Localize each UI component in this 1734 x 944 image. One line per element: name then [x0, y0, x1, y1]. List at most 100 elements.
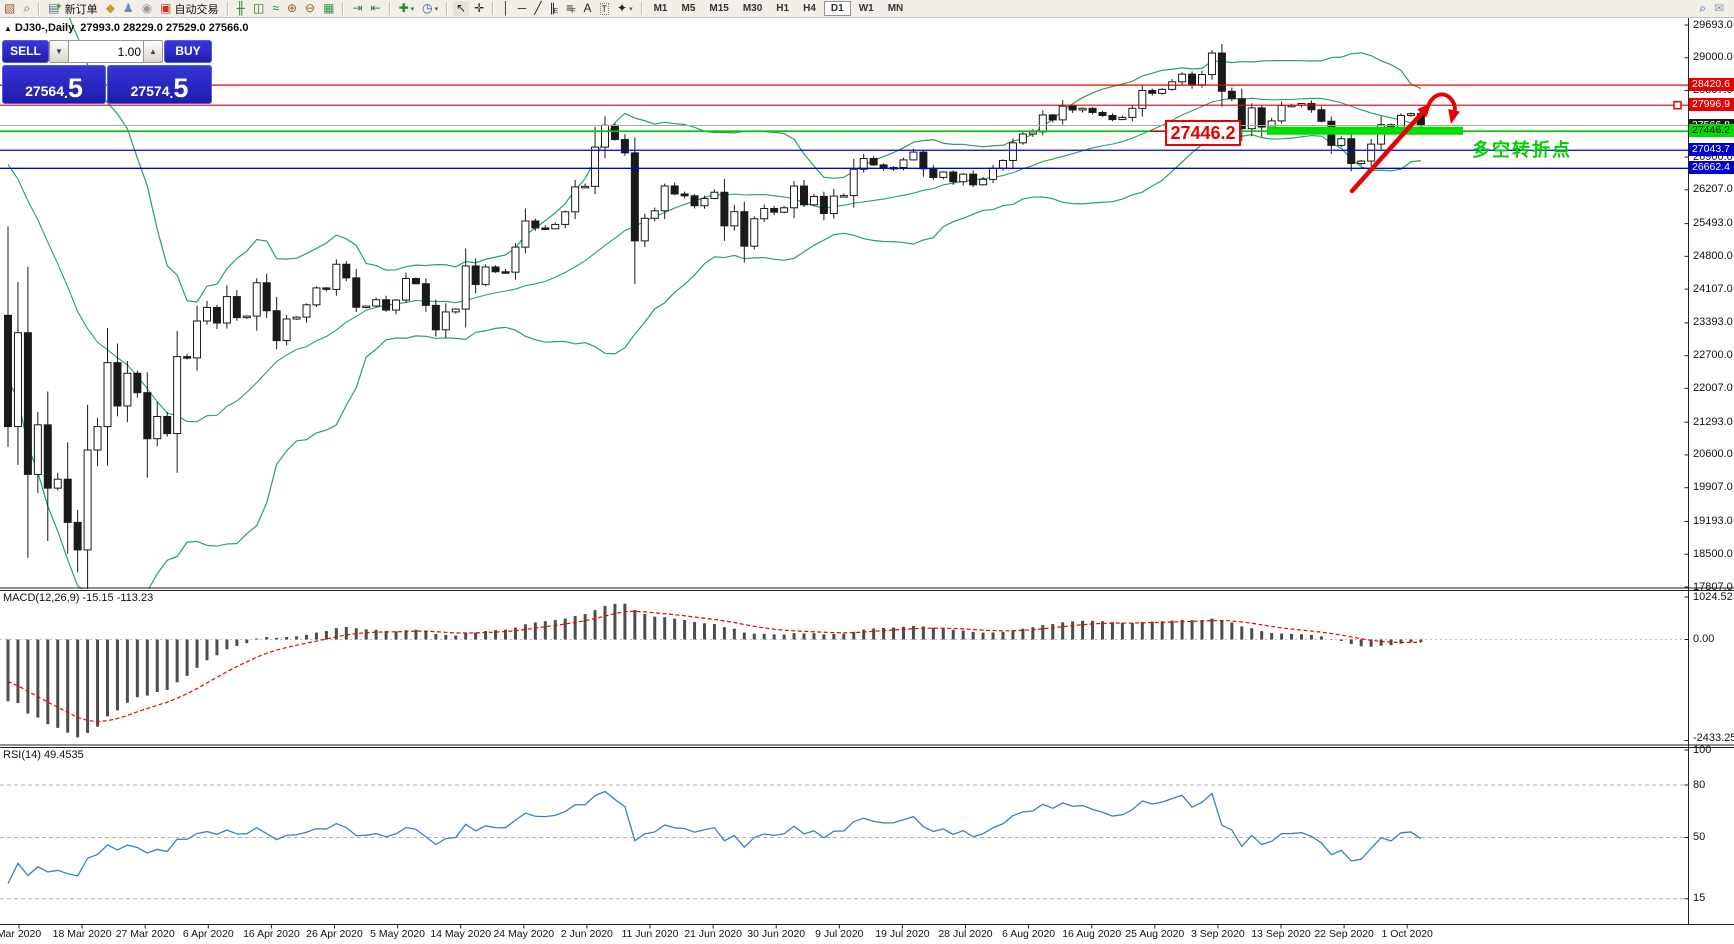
rsi-axis-level-label: 100	[1693, 743, 1712, 756]
price-axis-tick-label: 23393.0	[1693, 316, 1733, 329]
toolbar: ▧ ⌕ ▤ + 新订单 ◆ ♟ ◉ ▣ 自动交易 ╫ ◫ ≈ ⊕ ⊖ ▦ ⇥ ⇤ ✚ ▾ ◷ ▾ ↖ ✛ │ ─ ╱ ∥ E ≡ F A T ✦ ▾…	[0, 0, 1734, 18]
text-icon[interactable]: A	[583, 1, 592, 15]
vertical-line-icon[interactable]: │	[502, 1, 510, 15]
chart-symbol-period: DJ30-,Daily	[14, 22, 75, 34]
price-axis-tick-label: 29000.0	[1693, 51, 1733, 64]
sell-button[interactable]: SELL	[2, 40, 49, 63]
volume-decrease-button[interactable]: ▼	[49, 40, 69, 63]
price-axis-tick-label: 19193.0	[1693, 514, 1733, 527]
volume-input[interactable]	[68, 40, 147, 63]
date-axis-label: 14 May 2020	[430, 928, 492, 940]
toolbar-right-group: ⌕ ✉	[1695, 1, 1734, 16]
buy-button[interactable]: BUY	[164, 40, 212, 63]
date-axis-label: 6 Apr 2020	[182, 928, 234, 940]
zoom-out-icon[interactable]: ⊖	[305, 1, 316, 15]
chart-ohlc-values: 27993.0 28229.0 27529.0 27566.0	[80, 22, 249, 34]
toolbar-separator	[446, 2, 449, 15]
volume-increase-button[interactable]: ▲	[143, 40, 163, 63]
toolbar-separator	[38, 2, 41, 15]
date-axis-label: 13 Sep 2020	[1251, 928, 1311, 940]
ask-price-panel[interactable]: 27574. 5	[107, 65, 212, 104]
macd-indicator-label: MACD(12,26,9) -15.15 -113.23	[3, 592, 154, 604]
macd-axis-min-label: -2433.25	[1693, 732, 1734, 745]
date-axis-label: 11 Jun 2020	[621, 928, 679, 940]
toolbar-separator	[388, 2, 391, 15]
date-axis-label: Mar 2020	[0, 928, 42, 940]
price-axis-tick-label: 29693.0	[1693, 18, 1733, 31]
date-axis-label: 21 Jun 2020	[684, 928, 742, 940]
date-axis-label: 5 May 2020	[370, 928, 426, 940]
auto-scroll-icon[interactable]: ⇥	[352, 1, 363, 15]
trendline-icon[interactable]: ╱	[534, 1, 542, 15]
timeframe-button-mn[interactable]: MN	[887, 3, 904, 14]
text-label-icon[interactable]: T	[599, 2, 609, 15]
signals-icon[interactable]: ◉	[141, 1, 153, 15]
timeframe-button-w1[interactable]: W1	[858, 3, 874, 14]
ohlc-bars-icon[interactable]: ╫	[236, 1, 246, 15]
timeframe-button-m15[interactable]: M15	[709, 3, 729, 14]
timeframe-button-h4[interactable]: H4	[803, 3, 816, 14]
toolbar-separator	[492, 2, 495, 15]
fibonacci-icon[interactable]: ≡ F	[566, 1, 576, 15]
bid-price-panel[interactable]: 27564. 5	[2, 65, 106, 104]
date-axis-label: 26 Apr 2020	[306, 928, 363, 940]
new-chart-icon[interactable]: ▧	[4, 1, 16, 15]
timeframe-button-m30[interactable]: M30	[742, 3, 763, 14]
timeframe-button-m5[interactable]: M5	[681, 3, 696, 14]
price-axis-tick-label: 25493.0	[1693, 217, 1733, 230]
toolbar-separator	[226, 2, 229, 15]
date-axis-label: 25 Aug 2020	[1125, 928, 1185, 940]
date-axis-label: 1 Oct 2020	[1381, 928, 1433, 940]
arrows-icon[interactable]: ✦ ▾	[617, 1, 633, 15]
price-axis-tick-label: 22007.0	[1693, 381, 1733, 394]
date-axis-label: 16 Apr 2020	[243, 928, 300, 940]
timeframe-button-h1[interactable]: H1	[776, 3, 790, 14]
new-order-button[interactable]: ▤ + 新订单	[48, 0, 98, 16]
equidistant-channel-icon[interactable]: ∥ E	[549, 1, 559, 15]
date-axis-label: 16 Aug 2020	[1062, 928, 1122, 940]
timeframe-button-d1[interactable]: D1	[823, 1, 851, 16]
rsi-axis-level-label: 50	[1693, 831, 1706, 843]
date-axis-label: 6 Aug 2020	[1002, 928, 1056, 940]
zoom-in-icon[interactable]: ⊕	[286, 1, 298, 15]
chart-preview-icon[interactable]: ⌕	[23, 1, 31, 15]
chart-title-marker: ▲	[4, 24, 12, 33]
ask-price-fraction: 5	[173, 73, 189, 103]
search-icon[interactable]: ⌕	[1699, 1, 1706, 15]
date-axis-label: 28 Jul 2020	[938, 928, 993, 940]
date-axis-label: 27 Mar 2020	[115, 928, 175, 940]
expert-advisors-icon[interactable]: ♟	[122, 1, 134, 15]
date-axis-label: 24 May 2020	[493, 928, 555, 940]
periods-clock-icon[interactable]: ◷ ▾	[422, 1, 439, 15]
date-axis-label: 18 Mar 2020	[52, 928, 112, 940]
price-axis-tick-label: 21293.0	[1693, 415, 1733, 428]
cursor-icon[interactable]: ↖	[453, 1, 470, 16]
price-axis-tick-label: 19907.0	[1693, 481, 1733, 494]
styles-bucket-icon[interactable]: ◆	[105, 1, 115, 15]
tile-windows-icon[interactable]: ▦	[323, 1, 335, 15]
toolbar-separator	[342, 2, 345, 15]
timeframe-button-m1[interactable]: M1	[653, 3, 668, 14]
rsi-axis-level-label: 80	[1693, 778, 1706, 791]
chart-title: ▲ DJ30-,Daily 27993.0 28229.0 27529.0 2756…	[4, 22, 248, 34]
add-indicator-icon[interactable]: ✚ ▾	[398, 1, 415, 15]
price-axis-tick-label: 24800.0	[1693, 249, 1733, 262]
chart-shift-icon[interactable]: ⇤	[370, 1, 381, 15]
price-axis-tick-label: 22700.0	[1693, 349, 1733, 362]
price-callout-label[interactable]: 27446.2	[1165, 120, 1241, 146]
date-axis-label: 19 Jul 2020	[875, 928, 930, 940]
turning-point-text[interactable]: 多空转折点	[1472, 140, 1572, 160]
date-axis-label: 30 Jun 2020	[747, 928, 806, 940]
price-level-badge: 26662.4	[1689, 161, 1734, 175]
horizontal-line-icon[interactable]: ─	[517, 1, 527, 15]
auto-trading-button[interactable]: ▣ 自动交易	[160, 1, 219, 16]
bid-price-main: 27564	[25, 83, 64, 99]
bid-price-fraction: 5	[67, 73, 83, 103]
macd-axis-max-label: 1024.52	[1693, 590, 1733, 603]
price-level-badge: 27043.7	[1689, 143, 1734, 157]
line-chart-icon[interactable]: ≈	[272, 1, 279, 15]
crosshair-icon[interactable]: ✛	[474, 1, 485, 15]
candlestick-chart-icon[interactable]: ◫	[253, 1, 265, 15]
chat-icon[interactable]: ✉	[1713, 1, 1724, 15]
